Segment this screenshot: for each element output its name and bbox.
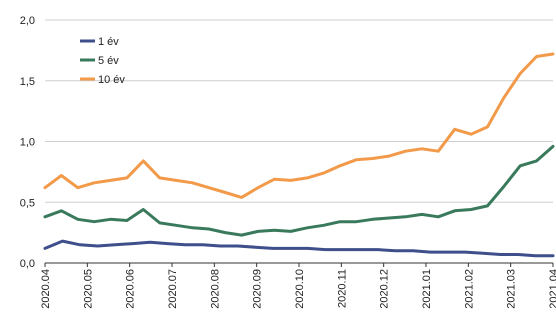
x-tick-label: 2020.09 bbox=[252, 269, 264, 309]
series-lines bbox=[43, 52, 555, 258]
y-tick-label: 0,0 bbox=[20, 258, 35, 270]
x-tick-label: 2020.05 bbox=[82, 269, 94, 309]
gridlines bbox=[45, 19, 553, 203]
y-axis: 0,0 0,5 1,0 1,5 2,0 bbox=[20, 15, 35, 270]
series-line-1 bbox=[43, 239, 555, 258]
series-line-3 bbox=[43, 52, 555, 199]
x-tick-label: 2020.04 bbox=[40, 269, 52, 309]
legend-label: 1 év bbox=[98, 36, 119, 48]
y-tick-label: 1,5 bbox=[20, 76, 35, 88]
legend-label: 10 év bbox=[98, 74, 125, 86]
x-tick-label: 2020.11 bbox=[336, 269, 348, 308]
x-tick-label: 2021.04 bbox=[548, 269, 556, 309]
x-axis: 2020.04 2020.05 2020.06 2020.07 2020.08 2020.… bbox=[40, 262, 556, 309]
x-tick-label: 2020.10 bbox=[294, 269, 306, 309]
x-tick-label: 2021.01 bbox=[421, 269, 433, 309]
x-tick-label: 2020.12 bbox=[379, 269, 391, 309]
series-line-2 bbox=[43, 144, 555, 237]
x-tick-label: 2020.08 bbox=[209, 269, 221, 309]
legend: 1 év 5 év 10 év bbox=[80, 36, 125, 86]
x-tick-label: 2020.06 bbox=[125, 269, 137, 309]
y-tick-label: 2,0 bbox=[20, 15, 35, 27]
x-tick-label: 2021.02 bbox=[463, 269, 475, 309]
y-tick-label: 0,5 bbox=[20, 197, 35, 209]
legend-label: 5 év bbox=[98, 55, 119, 67]
x-tick-label: 2021.03 bbox=[506, 269, 518, 309]
x-tick-label: 2020.07 bbox=[167, 269, 179, 309]
y-tick-label: 1,0 bbox=[20, 137, 35, 149]
